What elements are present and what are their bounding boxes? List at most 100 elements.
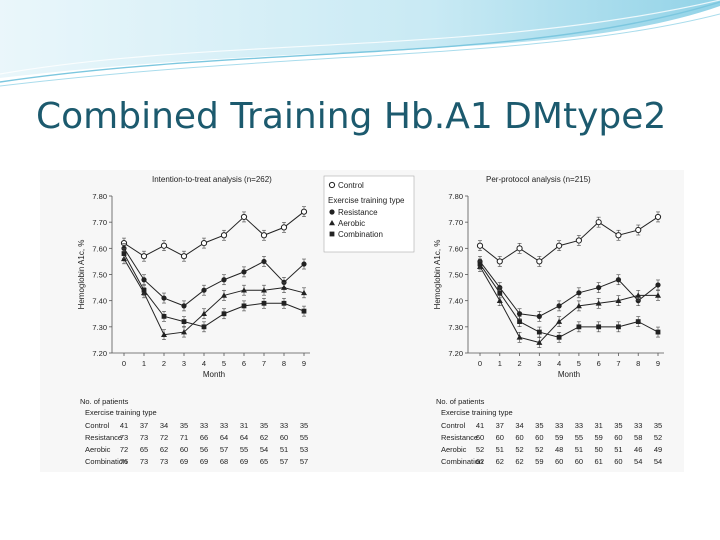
patients-row-label: Aerobic xyxy=(441,445,467,454)
x-tick-label: 8 xyxy=(282,359,286,368)
patients-count: 60 xyxy=(614,457,622,466)
patients-count: 61 xyxy=(594,457,602,466)
y-tick-label: 7.80 xyxy=(448,192,463,201)
y-tick-label: 7.40 xyxy=(92,297,107,306)
patients-count: 33 xyxy=(555,421,563,430)
data-point-control xyxy=(280,224,288,231)
data-point-combination xyxy=(497,290,503,296)
series-control xyxy=(120,206,308,262)
data-point-aerobic xyxy=(655,292,661,298)
data-point-resistance xyxy=(516,311,523,317)
data-point-combination xyxy=(517,319,522,324)
patients-count: 62 xyxy=(515,457,523,466)
patients-count: 54 xyxy=(260,445,268,454)
y-tick-label: 7.30 xyxy=(92,323,107,332)
patients-row-label: Combination xyxy=(85,457,127,466)
patients-table-title: No. of patients xyxy=(80,397,129,406)
data-point-aerobic xyxy=(595,300,602,306)
series-control xyxy=(476,211,662,267)
legend-label-control: Control xyxy=(338,181,364,190)
data-point-combination xyxy=(141,287,147,293)
patients-count: 62 xyxy=(476,457,484,466)
series-line-resistance xyxy=(123,248,305,307)
data-point-resistance xyxy=(596,284,602,291)
patients-count: 41 xyxy=(120,421,128,430)
patients-count: 33 xyxy=(200,421,208,430)
x-tick-label: 2 xyxy=(162,359,166,368)
series-line-aerobic xyxy=(123,258,305,336)
series-line-control xyxy=(479,216,659,263)
patients-row-label: Combination xyxy=(441,457,483,466)
patients-count: 65 xyxy=(140,445,148,454)
x-tick-label: 3 xyxy=(537,359,541,368)
x-tick-label: 3 xyxy=(182,359,186,368)
patients-row-label: Control xyxy=(441,421,466,430)
patients-count: 62 xyxy=(160,445,168,454)
patients-count: 57 xyxy=(280,457,288,466)
series-aerobic xyxy=(121,253,307,340)
x-tick-label: 4 xyxy=(202,359,206,368)
hba1c-line-charts: Intention-to-treat analysis (n=262) 7.80 7… xyxy=(77,175,664,466)
data-point-aerobic xyxy=(281,284,287,290)
x-tick-label: 0 xyxy=(478,359,482,368)
patients-count: 60 xyxy=(535,433,543,442)
patients-count: 33 xyxy=(575,421,583,430)
data-point-control xyxy=(140,253,148,260)
patients-table: No. of patients Exercise training type Con… xyxy=(436,397,662,466)
chart-title: Per-protocol analysis (n=215) xyxy=(486,175,591,184)
x-tick-label: 6 xyxy=(242,359,246,368)
patients-count: 41 xyxy=(476,421,484,430)
legend-marker-control xyxy=(328,181,336,189)
y-tick-label: 7.70 xyxy=(448,218,463,227)
slide-title: Combined Training Hb.A1 DMtype2 xyxy=(36,96,667,137)
x-tick-label: 0 xyxy=(122,359,126,368)
patients-count: 57 xyxy=(220,445,228,454)
patients-count: 65 xyxy=(260,457,268,466)
series-combination xyxy=(477,258,661,343)
x-tick-label: 8 xyxy=(636,359,640,368)
patients-count: 51 xyxy=(496,445,504,454)
x-tick-label: 2 xyxy=(517,359,521,368)
patients-row-label: Resistance xyxy=(441,433,478,442)
patients-count: 59 xyxy=(555,433,563,442)
patients-count: 69 xyxy=(240,457,248,466)
patients-count: 35 xyxy=(614,421,622,430)
x-tick-label: 1 xyxy=(142,359,146,368)
data-point-combination xyxy=(556,334,562,340)
data-point-aerobic xyxy=(516,334,523,340)
y-tick-label: 7.40 xyxy=(448,297,463,306)
data-point-resistance xyxy=(161,295,167,301)
patients-count: 46 xyxy=(634,445,642,454)
patients-count: 34 xyxy=(160,421,168,430)
patients-count: 33 xyxy=(220,421,228,430)
patients-count: 37 xyxy=(496,421,504,430)
legend-marker-combination xyxy=(329,231,335,237)
data-point-aerobic xyxy=(241,287,247,293)
patients-table-subtitle: Exercise training type xyxy=(85,408,157,417)
y-tick-label: 7.50 xyxy=(448,271,463,280)
patients-count: 49 xyxy=(654,445,662,454)
patients-count: 56 xyxy=(200,445,208,454)
data-point-aerobic xyxy=(221,292,227,298)
series-line-control xyxy=(123,211,305,257)
x-tick-label: 1 xyxy=(498,359,502,368)
patients-count: 51 xyxy=(280,445,288,454)
data-point-combination xyxy=(536,329,542,335)
data-point-resistance xyxy=(576,290,582,296)
patients-count: 33 xyxy=(280,421,288,430)
patients-count: 62 xyxy=(496,457,504,466)
patients-count: 73 xyxy=(160,457,168,466)
patients-count: 51 xyxy=(575,445,583,454)
patients-count: 35 xyxy=(300,421,308,430)
series-resistance xyxy=(477,256,661,322)
series-resistance xyxy=(121,243,307,312)
patients-count: 35 xyxy=(535,421,543,430)
data-point-combination xyxy=(576,324,582,330)
data-point-combination xyxy=(635,319,641,324)
patients-row-label: Control xyxy=(85,421,110,430)
data-point-aerobic xyxy=(575,302,582,309)
patients-count: 33 xyxy=(634,421,642,430)
data-point-aerobic xyxy=(635,292,642,298)
x-tick-label: 9 xyxy=(656,359,660,368)
legend-marker-resistance xyxy=(329,209,335,215)
